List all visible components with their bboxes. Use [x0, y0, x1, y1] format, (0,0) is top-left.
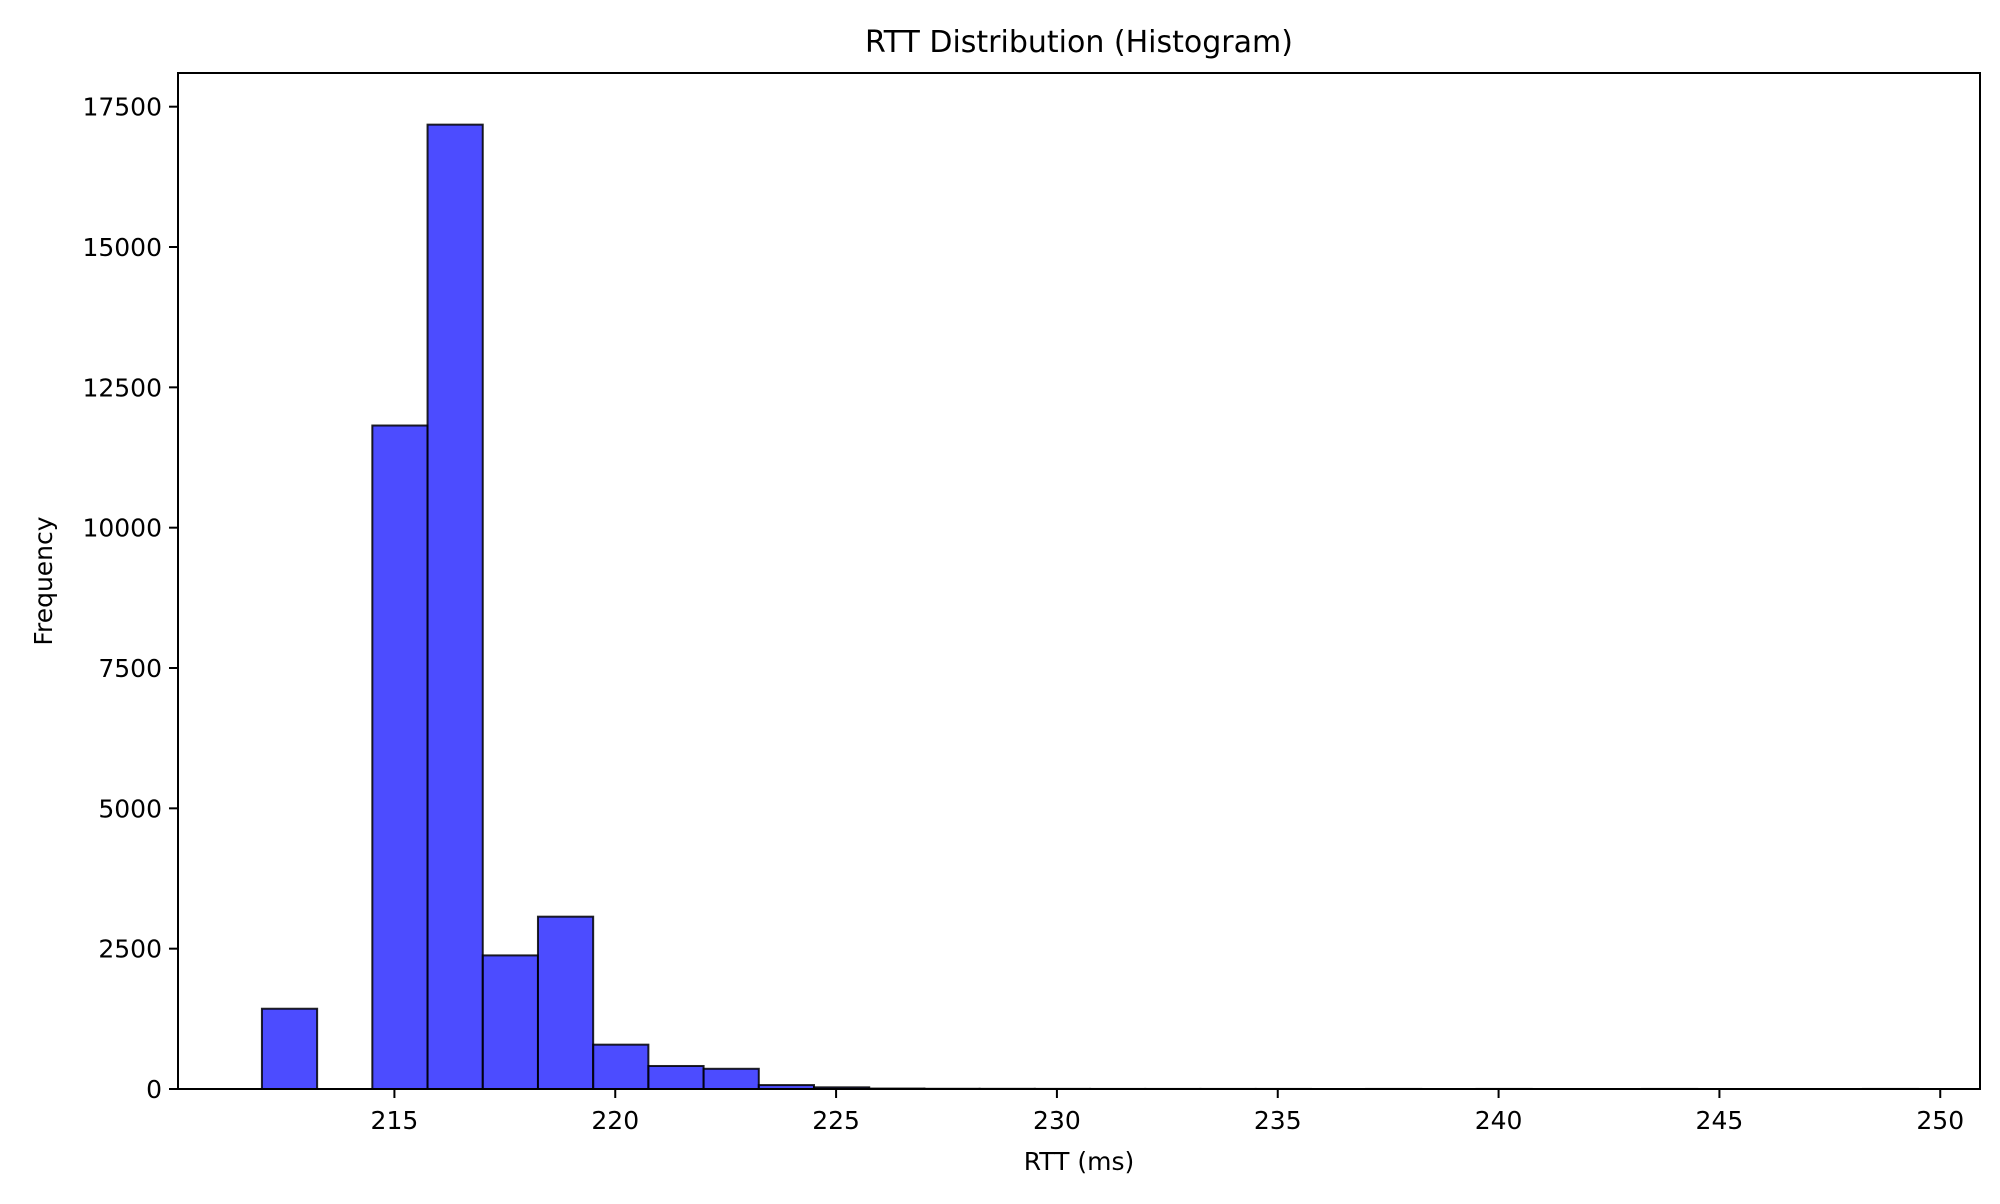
chart-title: RTT Distribution (Histogram) [865, 25, 1293, 60]
x-tick-label: 250 [1916, 1106, 1964, 1135]
histogram-bar [593, 1045, 648, 1089]
y-axis-ticks: 0 2500 5000 7500 10000 12500 15000 17500 [82, 93, 178, 1104]
x-tick-label: 215 [371, 1106, 419, 1135]
histogram-bar [538, 917, 593, 1089]
x-tick-label: 235 [1254, 1106, 1302, 1135]
y-tick-label: 0 [146, 1075, 162, 1104]
x-tick-label: 240 [1475, 1106, 1523, 1135]
x-tick-label: 245 [1696, 1106, 1744, 1135]
x-axis-ticks: 215 220 225 230 235 240 245 250 [371, 1089, 1965, 1135]
histogram-bar [262, 1009, 317, 1089]
histogram-bar [428, 125, 483, 1089]
histogram-bar [648, 1066, 703, 1089]
x-tick-label: 225 [812, 1106, 860, 1135]
y-tick-label: 10000 [82, 514, 162, 543]
histogram-bar [704, 1069, 759, 1089]
y-tick-label: 2500 [98, 935, 162, 964]
y-tick-label: 7500 [98, 654, 162, 683]
histogram-bar [372, 426, 427, 1089]
y-tick-label: 15000 [82, 233, 162, 262]
y-tick-label: 5000 [98, 794, 162, 823]
y-axis-label: Frequency [29, 516, 58, 645]
y-tick-label: 12500 [82, 373, 162, 402]
histogram-bar [483, 955, 538, 1089]
y-tick-label: 17500 [82, 93, 162, 122]
x-axis-label: RTT (ms) [1024, 1147, 1135, 1176]
x-tick-label: 220 [591, 1106, 639, 1135]
bars-layer [262, 125, 1918, 1089]
x-tick-label: 230 [1033, 1106, 1081, 1135]
